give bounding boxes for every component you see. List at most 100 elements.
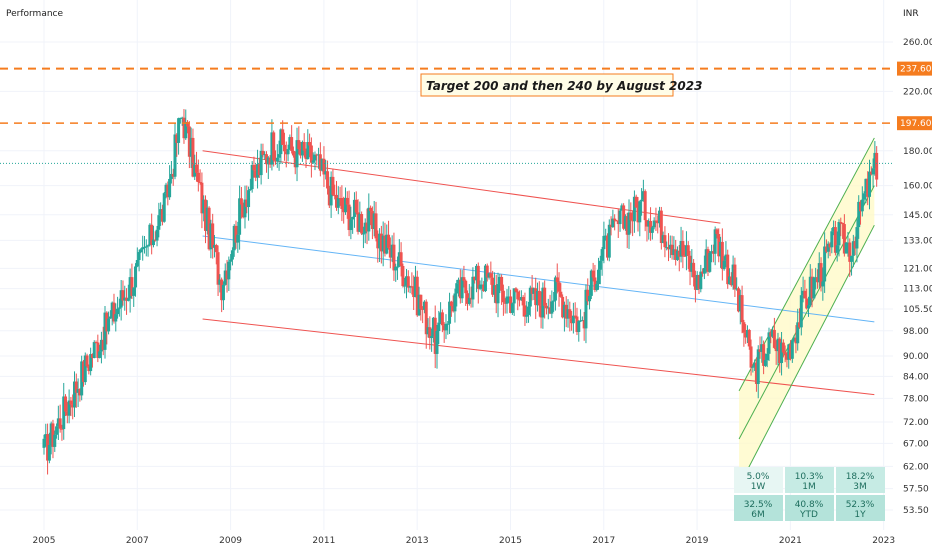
y-tick-label: 57.50 xyxy=(903,485,929,495)
candle-body xyxy=(112,302,116,322)
candle-body xyxy=(571,315,575,324)
candle-body xyxy=(835,245,839,253)
candle-body xyxy=(279,129,283,155)
candle-body xyxy=(780,342,784,364)
candle-body xyxy=(160,209,164,222)
candle-body xyxy=(528,287,532,307)
candle-body xyxy=(516,291,520,300)
candle-body xyxy=(512,288,516,304)
candle-body xyxy=(74,381,78,393)
candle-body xyxy=(184,122,188,139)
candle-body xyxy=(404,276,408,286)
candle-body xyxy=(751,366,755,368)
candle-body xyxy=(177,118,181,143)
candle-body xyxy=(871,168,875,175)
candle-body xyxy=(401,266,405,287)
candle-body xyxy=(480,284,484,286)
candle-body xyxy=(629,212,633,221)
candle-body xyxy=(141,247,145,250)
candle-body xyxy=(489,273,493,278)
candle-body xyxy=(695,274,699,290)
candle-body xyxy=(584,289,588,329)
candle-body xyxy=(614,220,618,222)
candle-body xyxy=(349,219,353,231)
candle-body xyxy=(851,241,855,256)
candle-body xyxy=(735,288,739,290)
candle-body xyxy=(58,418,62,429)
y-tick-label: 53.50 xyxy=(903,506,929,516)
candle-body xyxy=(561,296,565,318)
candle-body xyxy=(525,314,529,317)
candle-body xyxy=(406,276,410,288)
candle-body xyxy=(826,243,830,252)
candle-body xyxy=(536,290,540,306)
candle-body xyxy=(577,321,581,332)
candle-body xyxy=(853,241,857,249)
candle-body xyxy=(47,444,51,461)
candle-body xyxy=(78,389,82,396)
candle-body xyxy=(99,339,103,352)
x-tick-label: 2007 xyxy=(126,536,149,546)
candle-body xyxy=(724,254,728,261)
candle-body xyxy=(457,279,461,284)
candle-body xyxy=(467,297,471,304)
annotation-text: Target 200 and then 240 by August 2023 xyxy=(426,79,702,93)
candle-body xyxy=(327,188,331,206)
candle-body xyxy=(212,245,216,248)
channel-line xyxy=(738,185,875,440)
candle-body xyxy=(622,205,626,229)
candle-body xyxy=(202,199,206,214)
candle-body xyxy=(839,222,843,224)
candle-body xyxy=(211,223,215,248)
candle-body xyxy=(806,305,810,309)
candle-body xyxy=(189,137,193,157)
candle-body xyxy=(559,291,563,297)
candle-body xyxy=(692,262,696,278)
perf-ytd-period: YTD xyxy=(799,510,818,520)
candle-body xyxy=(286,149,290,155)
candle-body xyxy=(798,322,802,328)
candle-body xyxy=(623,216,627,229)
candle-body xyxy=(570,318,574,324)
candle-body xyxy=(216,252,220,285)
candle-body xyxy=(860,199,864,212)
x-tick-label: 2009 xyxy=(219,536,242,546)
candle-body xyxy=(460,277,464,299)
perf-6m-period: 6M xyxy=(751,510,765,520)
candle-body xyxy=(376,238,380,249)
candle-body xyxy=(315,154,319,156)
candle-body xyxy=(702,268,706,274)
candle-body xyxy=(808,276,812,306)
candle-body xyxy=(60,428,64,430)
candle-body xyxy=(440,312,444,326)
candle-body xyxy=(65,411,69,416)
candle-body xyxy=(108,316,112,319)
candle-body xyxy=(248,189,252,191)
candle-body xyxy=(306,142,310,160)
candle-body xyxy=(139,249,143,253)
candle-body xyxy=(297,140,301,150)
candle-body xyxy=(227,261,231,280)
candle-body xyxy=(354,199,358,213)
candle-body xyxy=(360,214,364,234)
candle-body xyxy=(442,325,446,331)
candle-body xyxy=(195,164,199,173)
candle-body xyxy=(597,269,601,285)
annotation-box[interactable]: Target 200 and then 240 by August 2023 xyxy=(420,73,702,97)
candle-body xyxy=(56,418,60,427)
candle-body xyxy=(496,284,500,304)
candle-body xyxy=(873,152,877,169)
candle-body xyxy=(458,279,462,299)
candle-body xyxy=(848,242,852,262)
candle-body xyxy=(817,263,821,283)
candle-body xyxy=(243,199,247,218)
candle-body xyxy=(717,234,721,257)
candle-body xyxy=(403,285,407,287)
candle-body xyxy=(191,137,195,177)
candle-body xyxy=(582,320,586,329)
candle-body xyxy=(844,242,848,254)
candle-body xyxy=(747,329,751,347)
candle-body xyxy=(148,224,152,246)
perf-ytd-value: 40.8% xyxy=(795,500,824,510)
